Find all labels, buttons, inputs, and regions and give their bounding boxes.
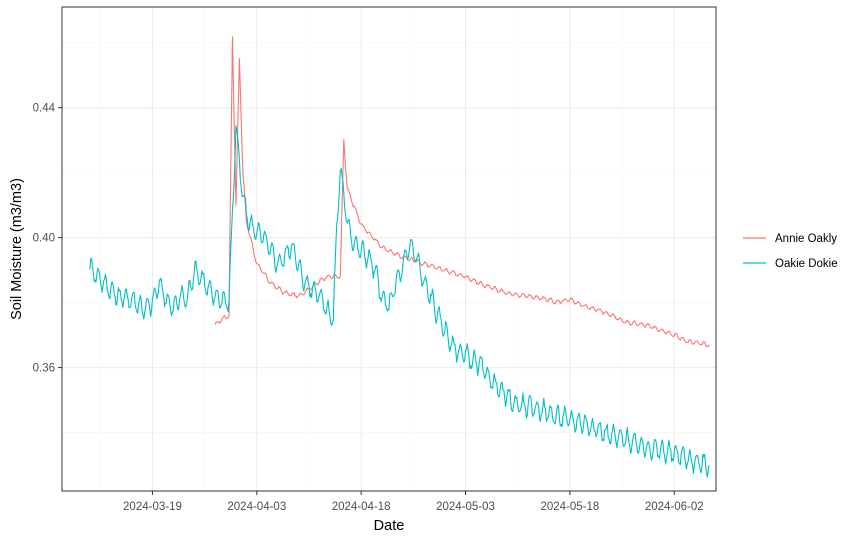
plot-panel (62, 7, 716, 491)
y-tick-label: 0.44 (33, 103, 56, 115)
legend-label: Oakie Dokie (775, 258, 838, 270)
series-line-annie-oakly (214, 36, 710, 348)
legend-label: Annie Oakly (775, 233, 837, 245)
series-line-oakie-dokie (89, 125, 710, 478)
x-axis-title: Date (374, 518, 405, 534)
x-tick-label: 2024-05-18 (540, 501, 599, 513)
x-tick-label: 2024-05-03 (436, 501, 495, 513)
y-tick-label: 0.36 (33, 363, 55, 375)
legend: Annie Oakly Oakie Dokie (743, 233, 838, 270)
y-axis-title: Soil Moisture (m3/m3) (9, 178, 25, 320)
x-tick-label: 2024-04-03 (227, 501, 286, 513)
minor-gridlines (62, 7, 716, 491)
y-axis: 0.36 0.40 0.44 (33, 103, 62, 375)
y-tick-label: 0.40 (33, 233, 55, 245)
plot-border (61, 6, 717, 492)
x-tick-label: 2024-03-19 (123, 501, 182, 513)
x-tick-label: 2024-04-18 (332, 501, 391, 513)
x-tick-label: 2024-06-02 (645, 501, 704, 513)
x-axis: 2024-03-19 2024-04-03 2024-04-18 2024-05-03… (123, 491, 704, 513)
series-layer (89, 36, 710, 478)
